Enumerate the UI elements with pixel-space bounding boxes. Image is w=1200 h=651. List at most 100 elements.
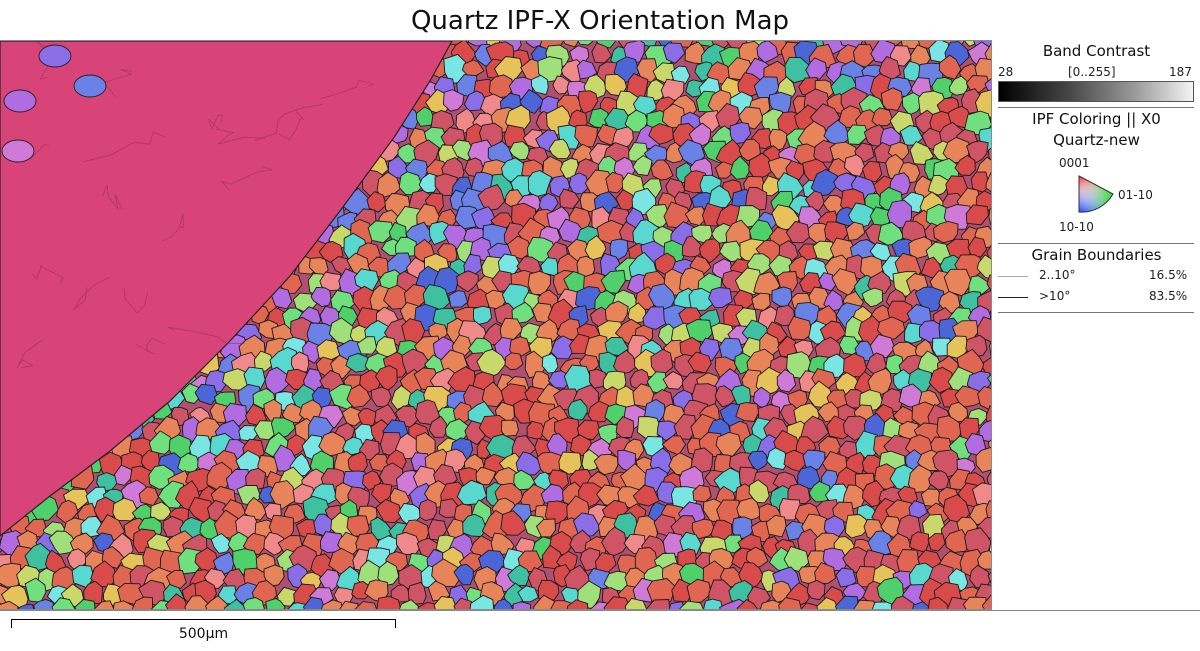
grain-texture [690, 447, 714, 473]
grain-texture [989, 341, 991, 358]
grain-texture [222, 402, 248, 427]
grain-texture [394, 236, 418, 257]
grain-texture [834, 595, 860, 609]
grain-texture [581, 448, 599, 472]
grain-texture [975, 446, 991, 473]
subgrain-boundary [104, 68, 133, 97]
grain-texture [986, 274, 991, 292]
grain-texture [703, 598, 724, 609]
grain-texture [735, 402, 760, 422]
grain-texture [797, 466, 821, 491]
grain-texture [194, 383, 219, 406]
grain-texture [650, 159, 674, 181]
grain-texture [500, 510, 528, 536]
grain-texture [399, 599, 421, 609]
grain-texture [787, 483, 811, 505]
grain-texture [559, 188, 580, 209]
grain-texture [415, 399, 441, 425]
grain-texture [729, 122, 752, 145]
grain-texture [48, 530, 78, 555]
subgrain-boundary [162, 213, 184, 242]
band-contrast-min: 28 [998, 65, 1014, 79]
ipf-phase-name: Quartz-new [1053, 131, 1140, 149]
grain-texture [184, 595, 212, 609]
grain-texture [948, 75, 969, 96]
grain-texture [648, 123, 674, 145]
grain-texture [366, 191, 387, 213]
grain-texture [805, 57, 828, 80]
grain-texture [632, 95, 658, 116]
grain-texture [568, 333, 591, 355]
grain-texture [985, 500, 991, 521]
legend-divider [998, 107, 1194, 108]
grain-texture [33, 598, 56, 609]
grain-texture [908, 500, 928, 519]
grain-texture [987, 147, 991, 161]
large-grain-region [0, 41, 453, 537]
grain-texture [938, 54, 962, 80]
subgrain-boundary [83, 131, 166, 163]
grain-texture [986, 374, 991, 385]
grain-texture [886, 199, 913, 229]
grain-texture [977, 550, 991, 570]
grain-texture [342, 436, 365, 457]
grain-texture [527, 170, 553, 198]
grain-texture [242, 597, 265, 609]
grain-texture [853, 599, 878, 609]
grain-texture [619, 221, 638, 243]
high-angle-boundary-range: >10° [1039, 289, 1071, 303]
grain-texture [990, 74, 991, 75]
grain-texture [909, 141, 935, 165]
grain-texture [448, 290, 469, 308]
grain-texture [568, 172, 591, 195]
grain-texture [374, 365, 398, 393]
grain-texture [679, 531, 702, 555]
grain-texture [375, 498, 402, 524]
grain-texture [967, 236, 987, 258]
grain-texture [242, 532, 267, 555]
grain-texture [748, 479, 770, 504]
grain-texture [806, 579, 826, 601]
band-contrast-max: 187 [1169, 65, 1192, 79]
grain-texture [990, 117, 991, 121]
grain-texture [281, 403, 306, 424]
grain-texture [708, 184, 732, 209]
grain-texture [113, 600, 136, 609]
orientation-map [0, 40, 992, 610]
grain-texture [773, 304, 795, 327]
grain-texture [574, 124, 598, 148]
grain-texture [493, 598, 514, 609]
grain-texture [83, 580, 103, 605]
grain-texture [862, 480, 884, 508]
grain-texture [577, 41, 594, 46]
grain-texture [871, 107, 894, 127]
grain-texture [472, 305, 492, 326]
grain-texture [345, 352, 371, 373]
grain-texture [778, 597, 802, 609]
grain-texture [535, 518, 556, 538]
grain-texture [785, 220, 811, 244]
grain-texture [481, 381, 506, 408]
ipf-pole-0001: 0001 [1059, 156, 1090, 170]
ipf-pole-10-10: 10-10 [1059, 220, 1094, 234]
subgrain-boundary [320, 79, 375, 100]
grain-texture [989, 310, 991, 316]
grain-texture [433, 596, 458, 609]
grain-texture [800, 415, 830, 444]
grain-texture [584, 235, 607, 261]
scale-bar-label: 500µm [178, 626, 229, 642]
grain-texture [302, 596, 326, 609]
grain-texture [776, 271, 799, 293]
grain-texture [877, 316, 906, 341]
grain-texture [745, 186, 768, 211]
grain-texture [287, 602, 308, 609]
grain-texture [912, 601, 931, 609]
grain-texture [320, 599, 343, 609]
grain-texture [624, 597, 648, 609]
grain-texture [954, 154, 976, 176]
grain-texture [714, 385, 736, 408]
grain-texture [977, 385, 991, 411]
grain-texture [477, 184, 506, 211]
map-title: Quartz IPF-X Orientation Map [410, 6, 790, 36]
grain-texture [265, 598, 286, 609]
